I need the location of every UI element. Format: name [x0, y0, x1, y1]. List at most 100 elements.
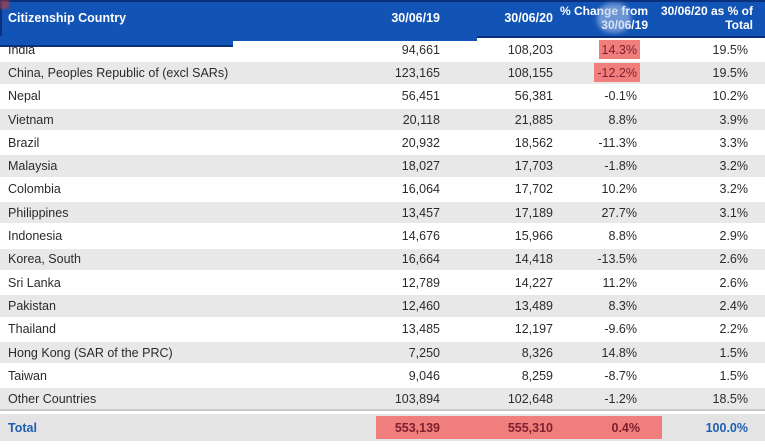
pct-change-value: -13.5%: [597, 252, 637, 267]
pct-change-value: 8.8%: [608, 229, 638, 244]
country-name-cell: Philippines: [8, 205, 69, 220]
value-2020-cell: 14,418: [514, 252, 553, 267]
pct-change-value: 8.3%: [608, 298, 638, 313]
table-row: Colombia 16,064 17,702 10.2% 3.2%: [0, 177, 765, 202]
pct-change-value: -9.6%: [604, 322, 637, 337]
table-row: Korea, South 16,664 14,418 -13.5% 2.6%: [0, 247, 765, 271]
value-2019-cell: 103,894: [394, 391, 440, 406]
pct-change-cell: -8.7%: [553, 366, 653, 385]
value-2019-cell: 18,027: [401, 159, 440, 174]
pct-change-cell: 10.2%: [553, 180, 653, 199]
pct-change-cell: -11.3%: [553, 133, 653, 152]
country-name-cell: Colombia: [8, 182, 61, 197]
value-2019-cell: 14,676: [401, 229, 440, 244]
table-row: Indonesia 14,676 15,966 8.8% 2.9%: [0, 224, 765, 248]
value-2019-cell: 9,046: [408, 368, 440, 383]
country-name-cell: Taiwan: [8, 368, 47, 383]
country-name-cell: Thailand: [8, 322, 56, 337]
pct-of-total-cell: 19.5%: [712, 42, 748, 57]
value-2020-cell: 56,381: [514, 89, 553, 104]
column-header-30-06-19: 30/06/19: [391, 11, 440, 25]
pct-change-cell: 27.7%: [553, 203, 653, 222]
pct-of-total-cell: 2.2%: [719, 322, 749, 337]
pct-change-value: 11.2%: [602, 275, 637, 290]
pct-change-cell: 11.2%: [553, 273, 653, 292]
total-value-2019: 553,139: [394, 420, 440, 435]
table-header-row: Citizenship Country 30/06/19 30/06/20 % …: [0, 0, 765, 38]
value-2019-cell: 12,460: [401, 298, 440, 313]
total-label: Total: [8, 420, 37, 435]
value-2020-cell: 17,703: [514, 159, 553, 174]
table-row: Other Countries 103,894 102,648 -1.2% 18…: [0, 387, 765, 411]
pct-change-cell: 8.8%: [553, 227, 653, 246]
table-row: Hong Kong (SAR of the PRC) 7,250 8,326 1…: [0, 340, 765, 365]
value-2019-cell: 12,789: [401, 275, 440, 290]
table-row: Nepal 56,451 56,381 -0.1% 10.2%: [0, 84, 765, 108]
value-2020-cell: 15,966: [514, 229, 553, 244]
value-2019-cell: 20,118: [402, 112, 440, 127]
pct-change-value: 8.8%: [608, 112, 638, 127]
value-2020-cell: 8,259: [521, 368, 553, 383]
total-value-2020: 555,310: [507, 420, 553, 435]
total-red-highlight-band: [376, 416, 662, 439]
total-pct-change: 0.4%: [611, 420, 641, 435]
value-2020-cell: 17,702: [514, 182, 553, 197]
table-row: Vietnam 20,118 21,885 8.8% 3.9%: [0, 107, 765, 132]
pct-change-value: -8.7%: [604, 368, 637, 383]
table-row: Sri Lanka 12,789 14,227 11.2% 2.6%: [0, 270, 765, 295]
pct-change-cell: 8.3%: [553, 296, 653, 315]
pct-of-total-cell: 3.2%: [719, 182, 749, 197]
table-row: Pakistan 12,460 13,489 8.3% 2.4%: [0, 294, 765, 318]
pct-of-total-cell: 2.6%: [719, 275, 749, 290]
pct-of-total-cell: 2.4%: [719, 298, 749, 313]
country-name-cell: Other Countries: [8, 391, 97, 406]
pct-of-total-cell: 2.9%: [719, 229, 749, 244]
table-row: Philippines 13,457 17,189 27.7% 3.1%: [0, 201, 765, 225]
country-name-cell: Nepal: [8, 89, 41, 104]
pct-of-total-cell: 2.6%: [719, 252, 749, 267]
pct-change-value: 27.7%: [601, 205, 637, 220]
pct-change-value: 14.3%: [598, 40, 640, 60]
pct-change-value: -11.3%: [598, 135, 637, 150]
value-2020-cell: 13,489: [514, 298, 553, 313]
pct-change-cell: -12.2%: [553, 63, 653, 83]
value-2020-cell: 108,203: [507, 42, 553, 57]
country-name-cell: Hong Kong (SAR of the PRC): [8, 345, 173, 360]
pct-of-total-cell: 3.3%: [719, 135, 749, 150]
value-2020-cell: 18,562: [514, 135, 553, 150]
value-2019-cell: 16,064: [401, 182, 440, 197]
value-2019-cell: 13,485: [401, 322, 440, 337]
watermark-smudge-artifact: [597, 3, 631, 33]
value-2019-cell: 56,451: [401, 89, 440, 104]
table-body: India 94,661 108,203 14.3% 19.5% China, …: [0, 38, 765, 411]
column-header-citizenship-country: Citizenship Country: [8, 11, 127, 25]
country-name-cell: Indonesia: [8, 229, 63, 244]
value-2019-cell: 13,457: [401, 205, 440, 220]
pct-change-value: -12.2%: [594, 63, 640, 83]
pct-change-cell: -0.1%: [553, 87, 653, 106]
header-blue-tail-artifact: [0, 36, 233, 47]
value-2020-cell: 12,197: [514, 322, 553, 337]
pct-change-cell: -9.6%: [553, 320, 653, 339]
pct-change-value: 10.2%: [601, 182, 637, 197]
value-2020-cell: 21,885: [514, 112, 553, 127]
pct-of-total-cell: 3.2%: [719, 159, 749, 174]
table-row: Thailand 13,485 12,197 -9.6% 2.2%: [0, 317, 765, 341]
value-2020-cell: 108,155: [507, 65, 553, 80]
value-2020-cell: 8,326: [521, 345, 553, 360]
country-name-cell: Korea, South: [8, 252, 81, 267]
table-row: Malaysia 18,027 17,703 -1.8% 3.2%: [0, 154, 765, 178]
value-2019-cell: 7,250: [408, 345, 440, 360]
total-row: Total 553,139 555,310 0.4% 100.0%: [0, 414, 765, 441]
value-2019-cell: 123,165: [394, 65, 440, 80]
pct-change-cell: -1.8%: [553, 157, 653, 176]
value-2019-cell: 16,664: [401, 252, 440, 267]
pct-of-total-cell: 3.9%: [719, 112, 749, 127]
pct-change-cell: -1.2%: [553, 389, 653, 408]
table-row: Taiwan 9,046 8,259 -8.7% 1.5%: [0, 364, 765, 388]
value-2019-cell: 20,932: [401, 135, 440, 150]
value-2020-cell: 14,227: [514, 275, 553, 290]
pct-change-cell: -13.5%: [553, 250, 653, 269]
pct-change-cell: 14.8%: [553, 343, 653, 362]
